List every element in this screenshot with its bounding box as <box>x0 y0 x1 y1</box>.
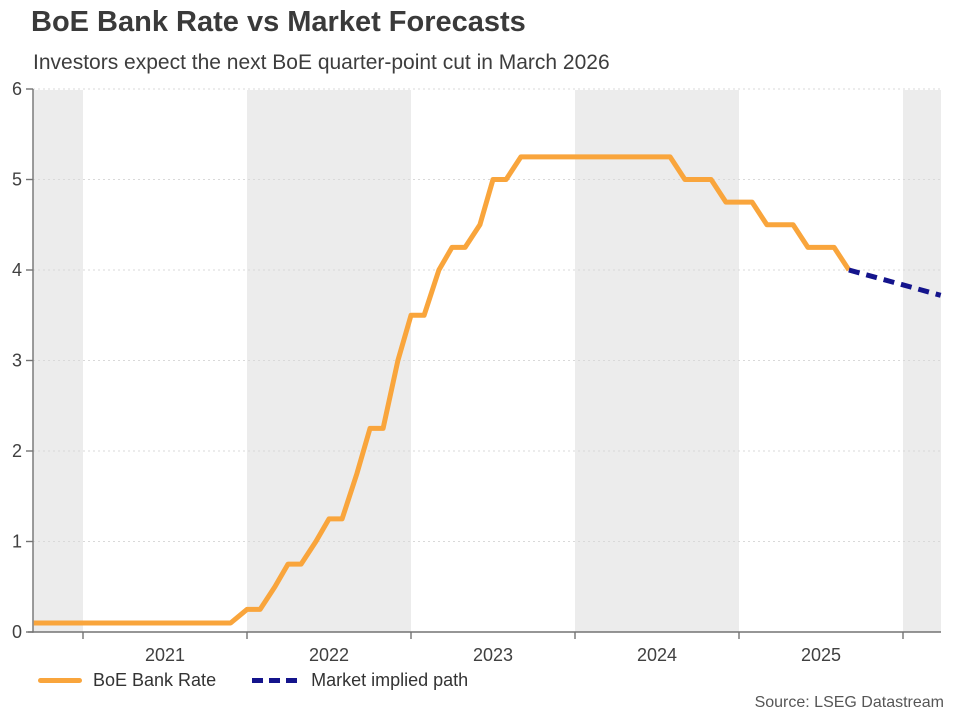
chart-subtitle: Investors expect the next BoE quarter-po… <box>33 51 610 74</box>
x-tick-label: 2025 <box>801 645 841 665</box>
market-implied-path-line <box>848 267 942 298</box>
y-tick-label: 6 <box>12 79 22 99</box>
legend-swatch-boe-line-icon <box>38 678 82 683</box>
source-note: Source: LSEG Datastream <box>754 694 944 711</box>
y-tick-label: 1 <box>12 532 22 552</box>
y-tick-label: 2 <box>12 441 22 461</box>
legend-swatch-implied-dashed-icon <box>252 678 301 683</box>
x-tick-label: 2021 <box>145 645 185 665</box>
y-tick-label: 5 <box>12 170 22 190</box>
boe-bank-rate-line <box>33 154 851 626</box>
x-tick-label: 2024 <box>637 645 677 665</box>
x-tick-label: 2022 <box>309 645 349 665</box>
y-tick-label: 0 <box>12 622 22 642</box>
x-tick-label: 2023 <box>473 645 513 665</box>
y-tick-label: 3 <box>12 351 22 371</box>
legend-label-market-implied-path: Market implied path <box>311 670 469 690</box>
legend-item-boe-bank-rate: BoE Bank Rate <box>38 670 216 691</box>
chart-legend: BoE Bank Rate Market implied path <box>38 670 468 691</box>
page-title: BoE Bank Rate vs Market Forecasts <box>31 6 526 38</box>
legend-label-boe-bank-rate: BoE Bank Rate <box>93 670 217 690</box>
legend-item-market-implied-path: Market implied path <box>252 670 468 691</box>
y-tick-label: 4 <box>12 260 22 280</box>
